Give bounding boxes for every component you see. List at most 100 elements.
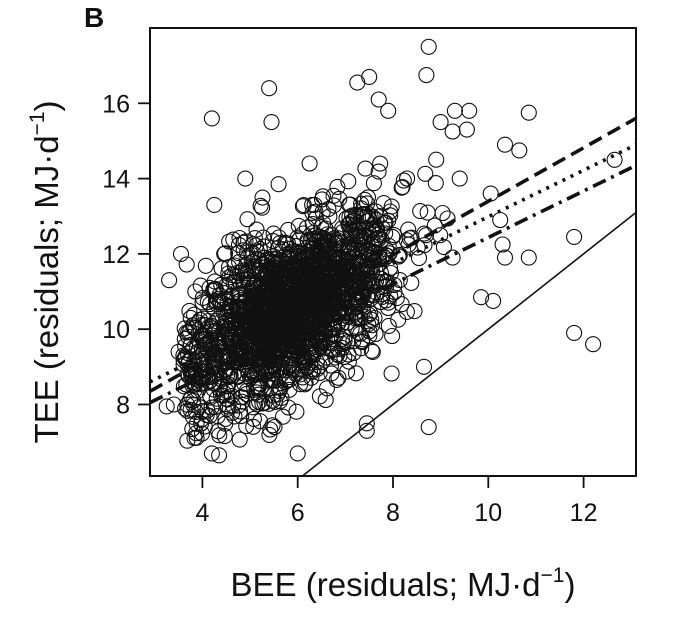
x-axis-title-sup: −1 [540,564,564,587]
data-point [520,104,537,121]
data-point [222,367,239,384]
y-tick-label: 12 [102,241,130,269]
data-point [520,249,537,266]
data-point [186,306,203,323]
data-point [384,327,401,345]
data-point [319,296,337,313]
data-point [303,369,320,386]
data-point [420,38,437,55]
data-point [231,286,248,303]
data-point [222,317,239,334]
data-point [380,212,397,229]
data-point [316,267,333,284]
data-point [395,172,412,189]
data-point [296,376,313,393]
x-axis-title-close: ) [564,566,575,603]
data-point [364,343,381,360]
data-point [432,114,449,131]
data-point [420,419,437,436]
data-point [283,361,300,378]
y-axis-title: TEE (residuals; MJ·d−1) [26,100,65,443]
x-axis-title: BEE (residuals; MJ·d−1) [231,564,576,603]
data-point [250,290,268,307]
data-point [347,254,365,271]
data-point [264,392,281,409]
data-point [217,410,234,427]
data-point [393,179,410,196]
y-tick-label: 14 [102,166,130,194]
data-point [473,289,490,306]
data-point [297,354,314,371]
data-point [176,320,193,337]
data-point [199,402,216,419]
data-point [383,365,400,382]
data-point [255,256,272,273]
data-point [205,375,222,392]
data-point [380,294,397,311]
data-point [323,226,340,243]
data-point [359,241,376,258]
data-point [279,261,296,278]
data-point [365,220,382,237]
data-point [187,283,204,300]
data-point [238,256,255,273]
data-point [380,102,397,119]
data-point [340,173,357,190]
data-point [344,219,361,236]
data-point [370,163,387,180]
data-point [357,160,374,177]
data-point [347,365,365,382]
data-point [388,290,405,307]
data-point [251,393,268,411]
data-point [220,259,238,276]
data-point [242,369,259,387]
data-point [256,302,273,319]
data-point [262,358,279,375]
data-point [239,314,257,331]
data-point [254,299,271,316]
data-point [350,229,368,246]
data-point [339,363,356,380]
data-point [337,304,354,322]
data-point [308,261,325,278]
data-point [203,110,220,127]
data-point [254,353,272,371]
data-point [329,259,346,276]
x-tick-label: 10 [474,499,502,527]
data-point [288,238,305,255]
data-point [237,233,254,250]
data-point [196,418,213,435]
data-point [204,320,221,337]
data-point [236,365,253,382]
y-tick-label: 10 [102,316,130,344]
data-point [240,268,257,285]
data-point [271,393,289,410]
data-point [266,358,283,375]
data-point [461,102,478,119]
data-point [232,318,249,335]
data-point [261,80,278,97]
data-point [318,380,336,397]
data-point [195,310,212,327]
data-point [165,396,182,413]
x-tick-label: 6 [291,499,305,527]
data-point [323,267,341,284]
x-tick-label: 12 [570,499,598,527]
data-point [197,257,214,274]
data-point [298,219,316,236]
data-point [302,232,319,249]
data-point [161,272,178,289]
data-point [261,426,278,443]
data-point [289,271,306,288]
y-axis: 8 10 12 14 16 [102,90,150,419]
data-point [268,299,285,316]
data-point [398,303,415,320]
data-point [380,317,397,334]
data-point [180,328,197,345]
data-point [427,175,444,192]
data-point [368,284,385,301]
x-axis: 4 6 8 10 12 [195,476,597,527]
data-point [399,170,416,187]
data-point [287,318,304,335]
